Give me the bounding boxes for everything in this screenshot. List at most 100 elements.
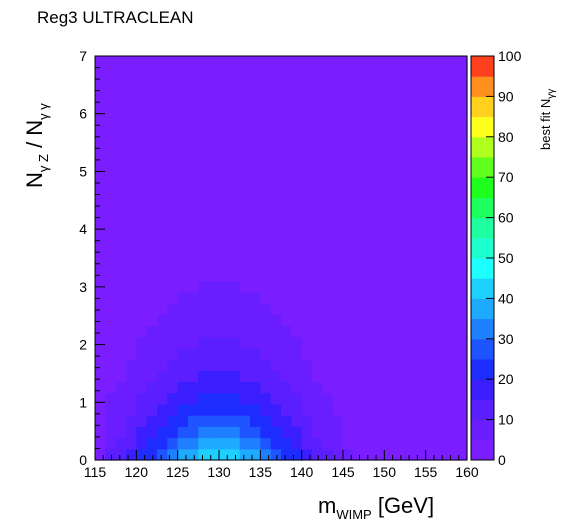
heatmap-cell	[446, 325, 458, 338]
heatmap-cell	[105, 157, 117, 169]
heatmap-cell	[198, 235, 210, 248]
heatmap-cell	[394, 359, 406, 371]
heatmap-cell	[270, 415, 282, 427]
heatmap-cell	[270, 280, 282, 293]
heatmap-cell	[446, 201, 458, 214]
heatmap-cell	[270, 213, 282, 225]
heatmap-cell	[343, 100, 354, 113]
heatmap-cell	[115, 246, 127, 259]
heatmap-cell	[95, 314, 106, 326]
colorbar-tick-label: 70	[498, 169, 514, 185]
heatmap-cell	[374, 336, 385, 349]
heatmap-cell	[446, 145, 458, 158]
heatmap-cell	[208, 201, 220, 214]
heatmap-cell	[384, 100, 396, 113]
heatmap-cell	[374, 325, 385, 338]
heatmap-cell	[188, 235, 199, 248]
heatmap-cell	[405, 201, 416, 214]
heatmap-cell	[208, 100, 220, 113]
heatmap-cell	[312, 134, 323, 147]
heatmap-cell	[322, 302, 334, 315]
heatmap-cell	[188, 201, 199, 214]
heatmap-cell	[208, 213, 220, 225]
heatmap-cell	[146, 89, 158, 102]
heatmap-cell	[229, 179, 241, 192]
heatmap-cell	[157, 403, 168, 416]
heatmap-cell	[405, 179, 416, 192]
heatmap-cell	[208, 269, 220, 282]
heatmap-cell	[425, 280, 437, 293]
heatmap-cell	[374, 437, 385, 450]
heatmap-cell	[425, 112, 437, 124]
heatmap-cell	[177, 437, 189, 450]
heatmap-cell	[363, 448, 375, 461]
heatmap-cell	[126, 157, 137, 169]
colorbar-tick-label: 100	[498, 48, 522, 64]
heatmap-cell	[312, 392, 323, 405]
heatmap-cell	[136, 291, 148, 304]
heatmap-cell	[115, 112, 127, 124]
heatmap-cell	[363, 145, 375, 158]
heatmap-cell	[208, 437, 220, 450]
heatmap-cell	[188, 325, 199, 338]
heatmap-cell	[177, 302, 189, 315]
heatmap-cell	[394, 190, 406, 203]
heatmap-cell	[167, 201, 179, 214]
heatmap-cell	[177, 145, 189, 158]
heatmap-cell	[436, 246, 447, 259]
heatmap-cell	[301, 157, 313, 169]
heatmap-cell	[322, 246, 334, 259]
heatmap-cell	[353, 314, 365, 326]
heatmap-cell	[250, 280, 261, 293]
heatmap-cell	[219, 145, 230, 158]
heatmap-cell	[157, 168, 168, 181]
heatmap-cell	[436, 291, 447, 304]
heatmap-cell	[157, 291, 168, 304]
heatmap-cell	[198, 258, 210, 270]
heatmap-cell	[95, 123, 106, 136]
heatmap-cell	[198, 302, 210, 315]
heatmap-cell	[436, 403, 447, 416]
heatmap-cell	[446, 67, 458, 80]
heatmap-cell	[405, 302, 416, 315]
heatmap-cell	[405, 190, 416, 203]
heatmap-cell	[343, 201, 354, 214]
colorbar-tick-label: 40	[498, 290, 514, 306]
heatmap-cell	[301, 370, 313, 383]
heatmap-cell	[281, 179, 292, 192]
heatmap-cell	[436, 67, 447, 80]
x-tick-label: 125	[166, 464, 190, 480]
heatmap-cell	[167, 314, 179, 326]
heatmap-cell	[198, 359, 210, 371]
heatmap-cell	[126, 314, 137, 326]
heatmap-cell	[198, 224, 210, 237]
heatmap-cell	[250, 426, 261, 439]
heatmap-cell	[136, 78, 148, 91]
heatmap-cell	[219, 67, 230, 80]
heatmap-cell	[136, 403, 148, 416]
heatmap-cell	[270, 56, 282, 68]
heatmap-cell	[436, 224, 447, 237]
heatmap-cell	[136, 280, 148, 293]
heatmap-cell	[270, 302, 282, 315]
heatmap-cell	[291, 426, 303, 439]
heatmap-cell	[229, 157, 241, 169]
heatmap-cell	[394, 89, 406, 102]
heatmap-cell	[301, 403, 313, 416]
heatmap-cell	[167, 437, 179, 450]
heatmap-cell	[270, 258, 282, 270]
heatmap-cell	[198, 100, 210, 113]
heatmap-cell	[312, 168, 323, 181]
heatmap-cell	[270, 201, 282, 214]
heatmap-cell	[260, 291, 272, 304]
heatmap-cell	[353, 224, 365, 237]
heatmap-cell	[291, 157, 303, 169]
heatmap-cell	[115, 426, 127, 439]
heatmap-cell	[157, 302, 168, 315]
heatmap-cell	[208, 258, 220, 270]
heatmap-cell	[167, 448, 179, 461]
heatmap-cell	[260, 201, 272, 214]
heatmap-cell	[105, 235, 117, 248]
heatmap-cell	[384, 112, 396, 124]
heatmap-cell	[260, 280, 272, 293]
